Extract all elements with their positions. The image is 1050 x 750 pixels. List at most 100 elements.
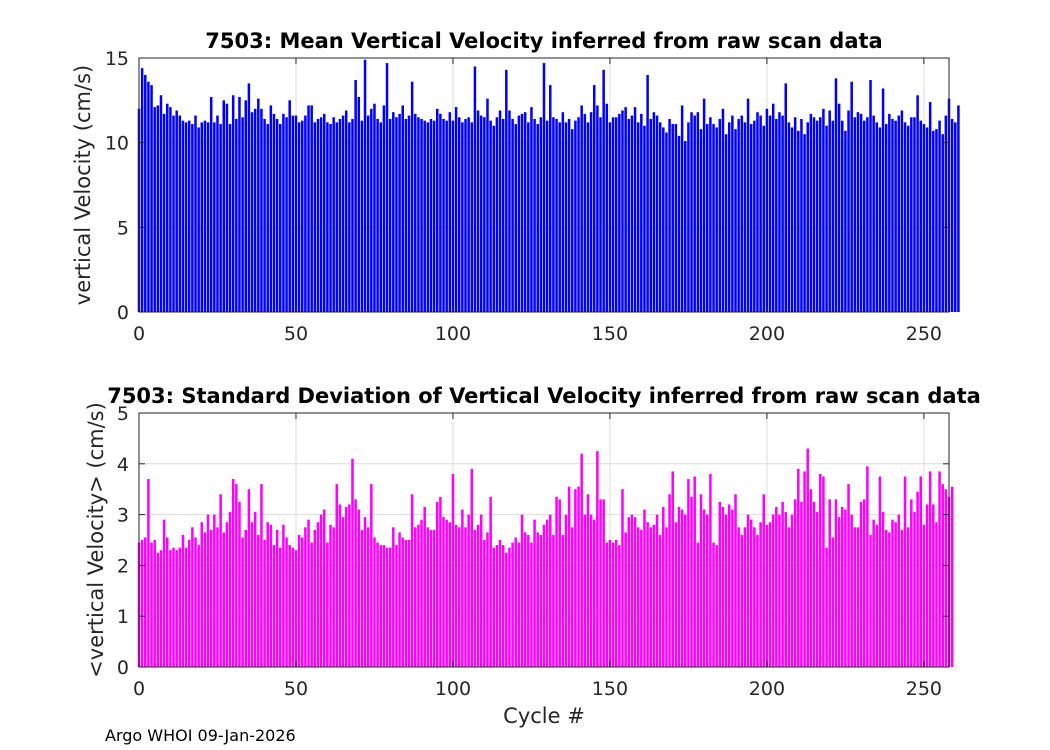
std-velocity-bar [561,534,565,667]
std-velocity-bar [897,514,901,667]
std-velocity-bar [454,524,458,667]
mean-velocity-bar [429,118,433,313]
std-velocity-bar [260,484,263,667]
mean-velocity-bar [925,127,929,313]
mean-velocity-bar [611,117,615,313]
mean-velocity-bar [790,127,794,313]
mean-velocity-bar [501,118,505,313]
mean-velocity-bar [332,117,335,313]
mean-velocity-bar [781,115,784,312]
mean-velocity-bar [702,98,706,312]
std-velocity-bar [731,509,734,667]
std-velocity-bar [765,524,769,667]
mean-velocity-bar [348,122,351,312]
std-velocity-bar [564,514,568,667]
mean-velocity-bar [586,122,590,312]
mean-velocity-bar [699,129,703,312]
mean-velocity-bar [599,117,602,313]
std-velocity-bar [479,514,483,667]
mean-velocity-y-tick-label: 10 [105,133,129,155]
std-velocity-bar [837,517,841,667]
mean-velocity-bar [219,124,222,312]
std-velocity-bar [385,547,389,667]
std-velocity-bar [191,527,194,667]
std-velocity-bar [552,534,555,667]
std-velocity-y-tick-label: 2 [117,555,129,577]
mean-velocity-bar [577,117,580,313]
mean-velocity-bar [850,81,853,313]
mean-velocity-bar [762,125,766,312]
std-velocity-bar [549,514,552,667]
mean-velocity-bar [596,105,599,312]
std-velocity-bar [649,527,652,667]
std-velocity-bar [257,534,260,667]
std-velocity-bar [825,547,828,667]
mean-velocity-bar [445,120,448,313]
std-velocity-bar [354,499,357,667]
mean-velocity-bar [542,63,546,312]
mean-velocity-bar [878,127,882,313]
std-velocity-bar [288,545,291,667]
std-velocity-bar [627,517,631,667]
mean-velocity-bar [169,107,172,312]
mean-velocity-bar [749,124,753,312]
std-velocity-bar [712,542,715,667]
std-velocity-bar [746,514,750,667]
mean-velocity-bar [671,124,674,312]
mean-velocity-bar [279,124,282,312]
std-velocity-bar [574,489,577,667]
std-velocity-bar [702,509,706,667]
mean-velocity-bar [624,107,627,312]
std-velocity-bar [335,484,339,667]
mean-velocity-bar [448,112,452,312]
mean-velocity-bar [592,85,596,312]
std-velocity-bar [793,499,797,667]
mean-velocity-bar [144,74,147,313]
std-velocity-bar [775,506,778,667]
mean-velocity-bar [162,113,166,312]
std-velocity-bar [841,506,844,667]
std-velocity-bar [749,519,753,667]
std-velocity-bar [238,501,241,667]
std-velocity-bar [363,517,367,667]
mean-velocity-bar [479,115,483,312]
mean-velocity-bars [137,59,960,313]
mean-velocity-bar [715,127,718,313]
mean-velocity-bar [891,118,894,313]
std-velocity-bar [859,501,863,667]
std-velocity-bar [169,550,172,667]
std-velocity-bar [646,522,649,667]
std-velocity-bar [545,519,549,667]
mean-velocity-bar [197,127,200,313]
std-velocity-y-tick-label: 4 [117,454,129,476]
std-velocity-bar [768,522,772,667]
std-velocity-bar [533,519,536,667]
mean-velocity-bar [837,103,841,312]
std-velocity-bar [250,522,254,667]
mean-velocity-bar [181,120,185,313]
mean-velocity-bar [454,107,458,312]
mean-velocity-bar [819,117,822,313]
std-velocity-bar [558,499,561,667]
mean-velocity-bar [150,85,153,312]
mean-velocity-bar [640,113,643,312]
std-velocity-bar [341,517,345,667]
std-velocity-bar [527,534,530,667]
std-velocity-bars [137,448,954,667]
mean-velocity-bar [580,105,583,312]
mean-velocity-bar [213,122,216,312]
std-velocity-bar [621,489,624,667]
mean-velocity-bar [206,122,210,312]
mean-velocity-bar [567,118,571,313]
std-velocity-bar [269,524,273,667]
mean-velocity-bar [341,115,345,312]
std-velocity-bar [360,529,364,667]
mean-velocity-bar [944,115,948,312]
std-velocity-y-tick-label: 3 [117,505,129,527]
mean-velocity-bar [746,98,750,312]
mean-velocity-bar [426,122,430,312]
mean-velocity-bar [373,103,376,312]
std-velocity-bar [304,527,307,667]
mean-velocity-bar [539,117,543,313]
mean-velocity-bar [737,118,740,313]
